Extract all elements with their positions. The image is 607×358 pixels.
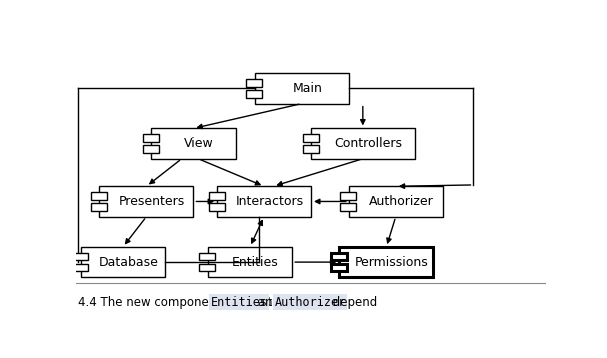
Text: Database: Database <box>98 256 158 268</box>
FancyBboxPatch shape <box>199 264 215 271</box>
FancyBboxPatch shape <box>246 79 262 87</box>
FancyBboxPatch shape <box>72 264 88 271</box>
FancyBboxPatch shape <box>209 192 225 200</box>
Text: Interactors: Interactors <box>236 195 304 208</box>
FancyBboxPatch shape <box>199 253 215 261</box>
FancyBboxPatch shape <box>341 203 356 211</box>
FancyBboxPatch shape <box>255 73 349 103</box>
FancyBboxPatch shape <box>331 264 347 271</box>
Text: Main: Main <box>293 82 322 95</box>
FancyBboxPatch shape <box>217 186 311 217</box>
Text: depend: depend <box>329 296 377 309</box>
FancyBboxPatch shape <box>143 145 158 153</box>
FancyBboxPatch shape <box>81 247 165 277</box>
FancyBboxPatch shape <box>100 186 194 217</box>
FancyBboxPatch shape <box>91 192 107 200</box>
Text: Controllers: Controllers <box>334 137 402 150</box>
Text: Entities: Entities <box>211 296 268 309</box>
Text: 4.4 The new component that both: 4.4 The new component that both <box>78 296 283 309</box>
FancyBboxPatch shape <box>311 129 415 159</box>
FancyBboxPatch shape <box>143 134 158 142</box>
FancyBboxPatch shape <box>331 253 347 261</box>
FancyBboxPatch shape <box>208 247 293 277</box>
Text: View: View <box>185 137 214 150</box>
FancyBboxPatch shape <box>341 192 356 200</box>
FancyBboxPatch shape <box>303 134 319 142</box>
FancyBboxPatch shape <box>91 203 107 211</box>
Text: Presenters: Presenters <box>119 195 185 208</box>
FancyBboxPatch shape <box>303 145 319 153</box>
FancyBboxPatch shape <box>246 90 262 98</box>
Text: Authorizer: Authorizer <box>369 195 434 208</box>
Text: Authorizer: Authorizer <box>275 296 346 309</box>
Text: Entities: Entities <box>232 256 279 268</box>
FancyBboxPatch shape <box>339 247 433 277</box>
FancyBboxPatch shape <box>72 253 88 261</box>
Text: Permissions: Permissions <box>355 256 429 268</box>
FancyBboxPatch shape <box>151 129 236 159</box>
Text: and: and <box>254 296 283 309</box>
FancyBboxPatch shape <box>349 186 443 217</box>
FancyBboxPatch shape <box>209 203 225 211</box>
